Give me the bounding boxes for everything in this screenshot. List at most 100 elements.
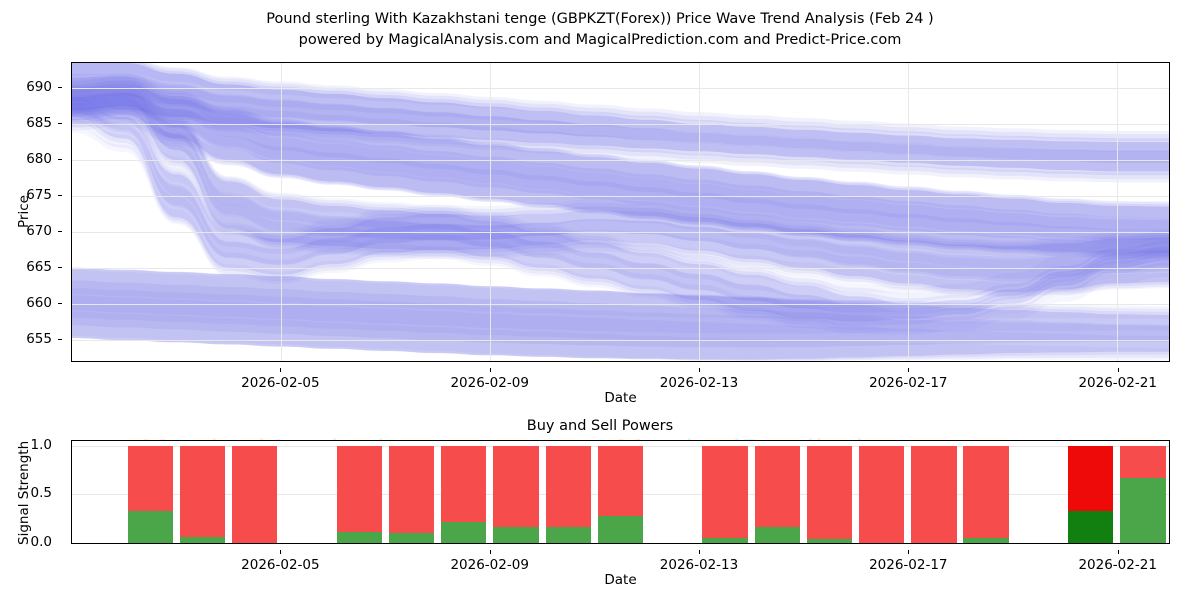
price-y-axis-label: Price xyxy=(16,195,32,228)
price-y-tick-label: 660 xyxy=(26,294,52,311)
gridline xyxy=(72,303,1169,305)
gridline xyxy=(72,124,1169,125)
buy-power-segment xyxy=(754,526,800,543)
sell-power-segment xyxy=(1120,445,1166,478)
signal-bar[interactable] xyxy=(1067,445,1114,543)
tick-mark xyxy=(1117,550,1119,554)
wave-band-layer xyxy=(72,118,1169,298)
price-chart-plot-area xyxy=(71,62,1170,362)
buy-power-segment xyxy=(702,538,748,543)
tick-mark xyxy=(908,368,910,372)
tick-mark xyxy=(58,123,62,124)
signal-bar[interactable] xyxy=(441,445,487,543)
tick-mark xyxy=(58,302,62,304)
signal-bar[interactable] xyxy=(963,445,1009,543)
signal-bar[interactable] xyxy=(806,445,853,543)
signal-bar[interactable] xyxy=(1120,445,1166,543)
price-y-tick-label: 670 xyxy=(26,222,52,239)
wave-band-layer xyxy=(72,99,1169,183)
gridline xyxy=(72,267,1169,269)
gridline xyxy=(281,63,282,361)
sell-power-segment xyxy=(702,445,748,539)
wave-band-layer xyxy=(72,108,1169,297)
sell-power-segment xyxy=(911,445,957,543)
signal-bar[interactable] xyxy=(754,445,800,543)
gridline xyxy=(907,63,909,361)
price-y-tick-label: 680 xyxy=(26,150,52,167)
wave-band-layer xyxy=(72,295,1169,361)
tick-mark xyxy=(58,87,62,89)
wave-band-layer xyxy=(72,99,1169,295)
wave-band-band-upper-main xyxy=(72,63,1169,183)
wave-band-layer xyxy=(72,91,1169,303)
signal-x-tick-label: 2026-02-09 xyxy=(450,557,529,573)
signal-bar[interactable] xyxy=(388,445,435,543)
sell-power-segment xyxy=(754,445,800,527)
wave-band-layer xyxy=(72,288,1169,342)
buy-power-segment xyxy=(1120,477,1166,543)
wave-band-layer xyxy=(72,93,1169,256)
gridline xyxy=(72,88,1169,90)
wave-band-band-mid xyxy=(72,76,1169,298)
price-x-ticks: 2026-02-05 2026-02-09 2026-02-13 2026-02-17… xyxy=(71,368,1170,391)
wave-band-layer xyxy=(72,63,1169,163)
signal-bar[interactable] xyxy=(179,445,226,543)
signal-x-tick-label: 2026-02-05 xyxy=(241,557,320,573)
wave-band-layer xyxy=(72,83,1169,254)
signal-bar[interactable] xyxy=(859,445,905,543)
price-y-tick-label: 685 xyxy=(26,115,52,131)
price-x-axis-label: Date xyxy=(604,390,637,406)
signal-bar[interactable] xyxy=(702,445,748,543)
buy-power-segment xyxy=(597,515,644,543)
wave-band-layer xyxy=(72,63,1169,141)
wave-band-band-lower-sweep xyxy=(72,86,1169,335)
wave-band-layer xyxy=(72,115,1169,259)
signal-bar[interactable] xyxy=(232,445,278,543)
tick-mark xyxy=(699,368,700,372)
signal-bar[interactable] xyxy=(127,445,173,543)
buy-power-segment xyxy=(1067,510,1114,543)
wave-band-layer xyxy=(72,267,1169,348)
signal-bar[interactable] xyxy=(597,445,644,543)
wave-band-layer xyxy=(72,97,1169,313)
wave-band-layer xyxy=(72,86,1169,282)
buy-power-segment xyxy=(545,526,591,543)
sell-power-segment xyxy=(963,445,1009,539)
chart-title-line2: powered by MagicalAnalysis.com and Magic… xyxy=(298,32,902,48)
buy-power-segment xyxy=(179,537,226,543)
tick-mark xyxy=(58,230,62,232)
wave-band-layer xyxy=(72,96,1169,279)
sell-power-segment xyxy=(441,445,487,522)
sell-power-segment xyxy=(336,445,382,533)
tick-mark xyxy=(58,266,62,268)
signal-x-axis-label: Date xyxy=(604,572,637,588)
tick-mark xyxy=(280,368,282,372)
price-y-tick-label: 675 xyxy=(26,186,52,203)
wave-band-layer xyxy=(72,73,1169,176)
price-x-tick-label: 2026-02-13 xyxy=(659,375,739,391)
signal-bar[interactable] xyxy=(545,445,591,543)
wave-band-layer xyxy=(72,102,1169,322)
signal-bar[interactable] xyxy=(493,445,539,543)
sell-power-segment xyxy=(1067,445,1114,511)
signal-x-tick-label: 2026-02-21 xyxy=(1078,557,1157,573)
tick-mark xyxy=(908,550,910,554)
wave-band-layer xyxy=(72,63,1169,152)
wave-band-layer xyxy=(72,311,1169,361)
signal-y-tick-label: 0.0 xyxy=(30,534,52,550)
gridline xyxy=(698,63,700,361)
signal-y-tick-label: 0.5 xyxy=(30,485,52,502)
wave-band-band-mid-upper xyxy=(72,73,1169,259)
wave-band-layer xyxy=(72,91,1169,293)
tick-mark xyxy=(489,368,491,372)
signal-bar[interactable] xyxy=(911,445,957,543)
tick-mark xyxy=(489,550,491,554)
gridline xyxy=(72,339,1169,341)
signal-bar[interactable] xyxy=(336,445,382,543)
wave-band-layer xyxy=(72,270,1169,319)
sell-power-segment xyxy=(127,445,173,511)
tick-mark xyxy=(699,550,700,554)
sell-power-segment xyxy=(545,445,591,527)
sell-power-segment xyxy=(232,445,278,543)
